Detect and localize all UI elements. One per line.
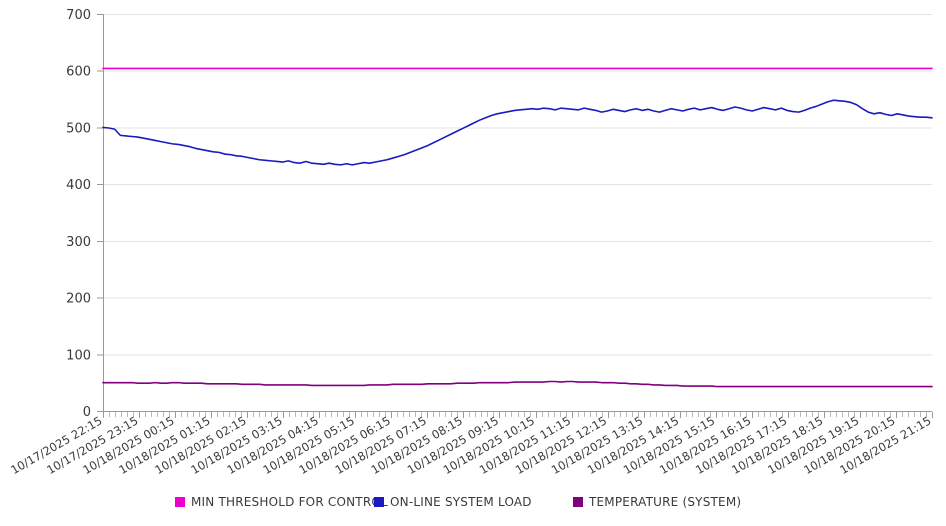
y-tick-label: 400	[66, 178, 91, 193]
y-tick-label: 300	[66, 235, 91, 250]
series-line-1	[102, 99, 933, 166]
y-tick-label: 0	[83, 405, 91, 420]
legend-swatch-1[interactable]	[374, 497, 384, 507]
chart-legend: MIN THRESHOLD FOR CONTROL ON-LINE SYSTEM …	[175, 495, 741, 509]
series-line-2	[102, 380, 933, 388]
y-axis: 0 100 200 300 400 500 600 700	[66, 8, 104, 420]
legend-label-1[interactable]: ON-LINE SYSTEM LOAD	[390, 495, 532, 509]
y-tick-label: 500	[66, 121, 91, 136]
y-tick-label: 700	[66, 8, 91, 23]
legend-label-2[interactable]: TEMPERATURE (SYSTEM)	[588, 495, 741, 509]
legend-swatch-0[interactable]	[175, 497, 185, 507]
legend-label-0[interactable]: MIN THRESHOLD FOR CONTROL	[191, 495, 388, 509]
y-tick-label: 600	[66, 65, 91, 80]
gridlines	[103, 14, 932, 412]
series-lines	[102, 67, 933, 388]
y-tick-label: 200	[66, 292, 91, 307]
y-tick-label: 100	[66, 348, 91, 363]
legend-swatch-2[interactable]	[573, 497, 583, 507]
x-axis	[103, 411, 933, 418]
